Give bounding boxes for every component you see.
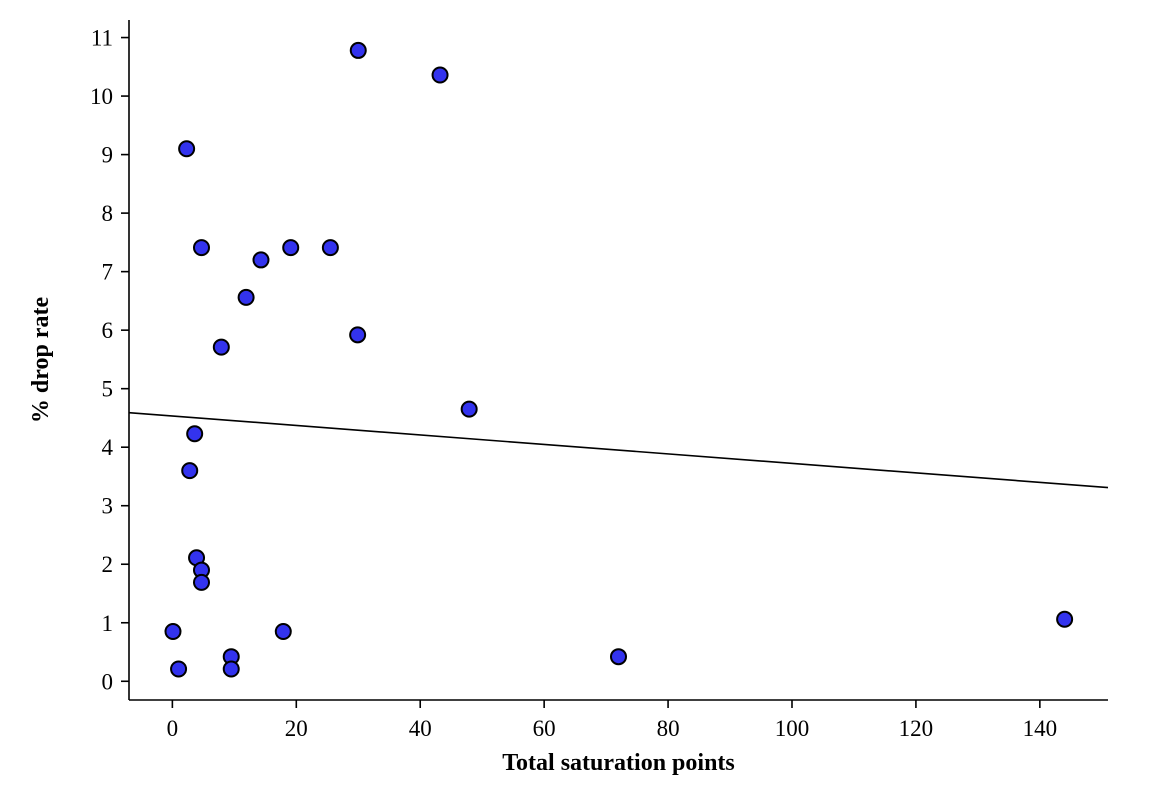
- x-tick-label: 100: [775, 716, 810, 741]
- data-point: [212, 338, 230, 356]
- data-point: [282, 239, 300, 257]
- x-tick-label: 20: [285, 716, 308, 741]
- y-tick-label: 9: [102, 143, 114, 168]
- data-point: [237, 288, 255, 306]
- data-point: [274, 623, 292, 641]
- data-point: [164, 623, 182, 641]
- x-tick-label: 0: [167, 716, 179, 741]
- data-point: [192, 239, 210, 257]
- x-tick-label: 60: [533, 716, 556, 741]
- data-point: [349, 326, 367, 344]
- data-point: [170, 660, 188, 678]
- y-tick-label: 5: [102, 377, 114, 402]
- x-tick-label: 120: [899, 716, 934, 741]
- y-tick-label: 0: [102, 669, 114, 694]
- data-point: [460, 400, 478, 418]
- y-tick-label: 11: [91, 26, 113, 51]
- data-point: [178, 140, 196, 158]
- x-axis-title: Total saturation points: [502, 750, 735, 776]
- x-tick-label: 40: [409, 716, 432, 741]
- data-point: [610, 648, 627, 666]
- y-tick-label: 8: [102, 201, 114, 226]
- y-tick-label: 2: [102, 552, 114, 577]
- y-axis-title: % drop rate: [28, 297, 54, 424]
- y-tick-label: 3: [102, 494, 114, 519]
- data-point: [252, 251, 270, 269]
- data-point: [431, 66, 449, 84]
- y-tick-label: 10: [90, 84, 113, 109]
- x-tick-label: 140: [1023, 716, 1058, 741]
- y-tick-label: 7: [102, 260, 114, 285]
- x-axis-ticks: 0 20 40 60 80 100 120 140: [167, 700, 1057, 741]
- y-axis-ticks: 0 1 2 3 4 5 6 7 8 9 10 11: [90, 26, 129, 694]
- data-point: [222, 660, 240, 678]
- plot-area: [128, 41, 1109, 678]
- y-tick-label: 4: [102, 435, 114, 460]
- y-tick-label: 6: [102, 318, 114, 343]
- data-point: [1056, 610, 1074, 628]
- data-point: [321, 239, 339, 257]
- x-tick-label: 80: [657, 716, 680, 741]
- data-point: [181, 462, 199, 480]
- trend-line: [128, 411, 1109, 489]
- data-point: [192, 573, 210, 591]
- y-tick-label: 1: [102, 611, 114, 636]
- data-point: [186, 425, 204, 443]
- data-point: [349, 41, 367, 59]
